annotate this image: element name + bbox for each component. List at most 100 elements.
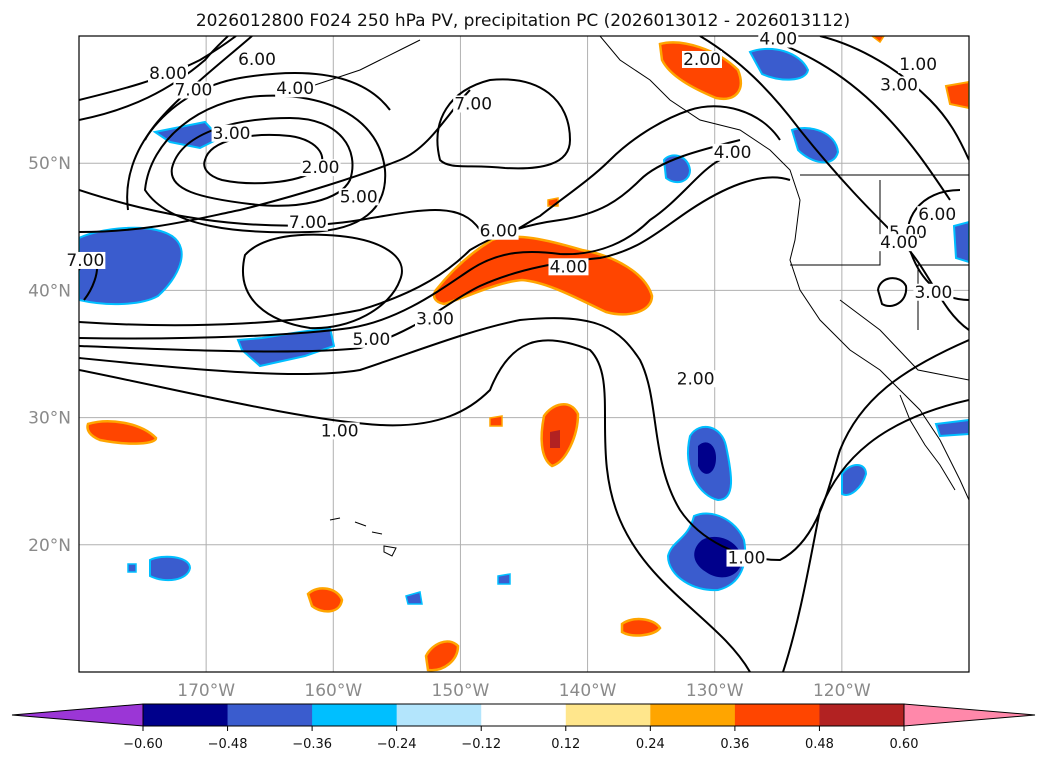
pv-contour-5b	[126, 71, 391, 211]
pv-contour-label-bg	[879, 76, 920, 94]
border-state-2	[839, 299, 969, 381]
precip-blob-positive	[870, 36, 885, 44]
precip-blob-negative	[662, 154, 692, 184]
pv-contour-label-bg	[913, 283, 954, 301]
lon-tick-label: 170°W	[177, 681, 235, 701]
pv-contour-ne-2	[759, 36, 951, 201]
colorbar-tick-label: 0.60	[890, 737, 919, 752]
pv-contour-label-bg	[173, 81, 214, 99]
colorbar-segment	[227, 704, 313, 726]
precip-blob-negative	[405, 591, 423, 605]
pv-contour-label-bg	[237, 50, 277, 68]
lon-tick-label: 160°W	[304, 681, 362, 701]
colorbar-segment	[819, 704, 905, 726]
pv-contour-label: 1.00	[899, 55, 937, 75]
pv-contour-label-bg	[917, 206, 958, 224]
map-panel: 50°N 40°N 30°N 20°N 170°W 160°W 150°W 140°W 130…	[28, 30, 970, 701]
pv-contour-label: 7.00	[289, 213, 327, 233]
latitude-labels: 50°N 40°N 30°N 20°N	[28, 154, 71, 556]
pv-contour-label-bg	[415, 310, 455, 328]
pv-contour-label: 2.00	[677, 369, 715, 389]
colorbar-tick-label: −0.36	[292, 737, 332, 752]
lon-tick-label: 140°W	[559, 681, 617, 701]
pv-contour-label: 5.00	[352, 330, 390, 350]
colorbar-tick-label: −0.60	[123, 737, 163, 752]
pv-contour-label-bg	[682, 50, 722, 68]
pv-contour-label-bg	[898, 56, 939, 74]
pv-contour-label: 1.00	[321, 421, 359, 441]
colorbar: −0.60 −0.48 −0.36 −0.24 −0.12 0.12 0.24 0.36 0.4…	[11, 703, 1036, 752]
colorbar-segment	[312, 704, 398, 726]
lon-tick-label: 130°W	[686, 681, 744, 701]
pv-contour-label: 3.00	[213, 124, 251, 144]
lat-tick-label: 50°N	[28, 154, 71, 174]
pv-contour-label-bg	[548, 258, 589, 276]
gridlines	[79, 36, 969, 672]
precip-blob-negative	[127, 563, 137, 573]
pv-contour-label: 3.00	[416, 309, 454, 329]
longitude-labels: 170°W 160°W 150°W 140°W 130°W 120°W	[177, 681, 871, 701]
precip-blob-negative	[497, 573, 511, 585]
pv-contour-label-bg	[675, 370, 716, 388]
colorbar-tick-label: 0.12	[551, 737, 580, 752]
pv-contour-label-bg	[275, 80, 316, 98]
pv-contour-3	[79, 176, 791, 353]
colorbar-segment	[650, 704, 736, 726]
lon-tick-label: 150°W	[432, 681, 490, 701]
border-state-1	[790, 180, 881, 266]
colorbar-extend-low	[11, 703, 144, 727]
precip-fill-blobs	[79, 36, 969, 672]
precip-blob-negative	[149, 555, 192, 582]
pv-contour-8	[79, 36, 237, 101]
lat-tick-label: 40°N	[28, 281, 71, 301]
pv-contour-7c	[242, 233, 403, 330]
precip-blob-negative	[236, 326, 336, 368]
hawaii-islands	[329, 517, 397, 557]
pv-contour-label-bg	[287, 213, 328, 231]
pv-contour-label-bg	[211, 124, 252, 142]
pv-contour-label: 8.00	[149, 64, 187, 84]
pv-contour-label-bg	[879, 234, 920, 252]
colorbar-segment	[565, 704, 651, 726]
precip-blob-negative	[934, 418, 969, 438]
pv-contour-label-bg	[148, 64, 188, 82]
colorbar-frame	[142, 703, 905, 727]
pv-contour-label-bg	[712, 143, 753, 161]
precip-blob-strong-positive	[550, 430, 560, 448]
colorbar-segment	[143, 704, 229, 726]
precip-blob-positive	[424, 640, 460, 672]
colorbar-tick-label: 0.36	[720, 737, 749, 752]
colorbar-extend-high	[903, 703, 1036, 727]
pv-contour-label: 7.00	[174, 81, 212, 101]
pv-contour-label: 7.00	[454, 95, 492, 115]
coastlines	[299, 36, 969, 557]
precip-blob-positive	[489, 415, 503, 427]
lat-tick-label: 30°N	[28, 409, 71, 429]
precip-blob-positive	[658, 41, 742, 101]
pv-contour-label-bg	[478, 222, 519, 240]
pv-contour-label: 4.00	[276, 79, 314, 99]
precip-blob-negative	[841, 464, 868, 496]
chart-title: 2026012800 F024 250 hPa PV, precipitatio…	[196, 11, 850, 31]
precip-blob-positive	[306, 587, 344, 613]
pv-contour-label: 3.00	[914, 283, 952, 303]
lat-tick-label: 20°N	[28, 536, 71, 556]
map-frame	[78, 35, 970, 673]
pv-contour-label: 6.00	[918, 205, 956, 225]
pv-contour-label: 6.00	[480, 222, 518, 242]
colorbar-tick-label: −0.48	[208, 737, 248, 752]
pv-contour-label: 1.00	[728, 549, 766, 569]
pv-contour-ne-1	[819, 36, 969, 161]
colorbar-tick-label: 0.48	[805, 737, 834, 752]
pv-contour-7a	[79, 89, 471, 233]
lon-tick-label: 120°W	[813, 681, 871, 701]
colorbar-segment	[481, 704, 567, 726]
pv-contour-label: 4.00	[714, 143, 752, 163]
pv-contour-label-bg	[453, 95, 494, 113]
pv-contour-4	[79, 159, 721, 340]
precip-blob-negative	[952, 220, 969, 264]
pv-contour-1	[79, 339, 751, 672]
pv-contour-label: 2.00	[683, 50, 721, 70]
colorbar-tick-label: 0.24	[636, 737, 665, 752]
